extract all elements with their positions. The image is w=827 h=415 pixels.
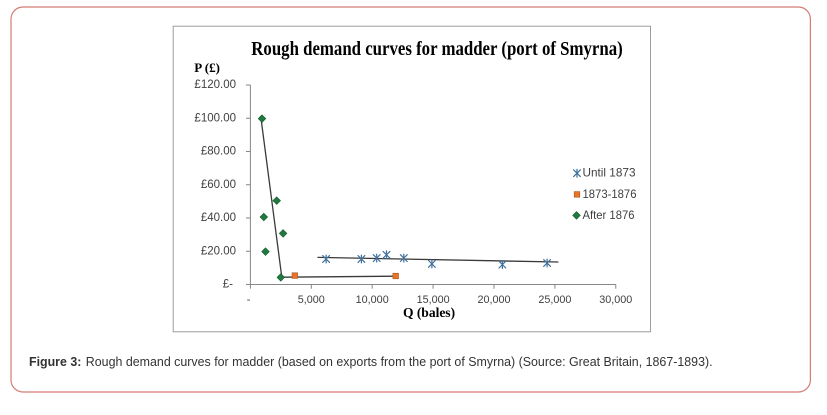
svg-text:-: -: [247, 294, 251, 306]
svg-text:P (£): P (£): [194, 60, 220, 75]
svg-text:£100.00: £100.00: [194, 112, 236, 124]
svg-text:£20.00: £20.00: [201, 245, 236, 257]
svg-text:5,000: 5,000: [298, 294, 325, 306]
svg-text:£-: £-: [223, 279, 233, 291]
svg-text:30,000: 30,000: [599, 294, 632, 306]
svg-text:After 1876: After 1876: [583, 208, 635, 222]
svg-text:25,000: 25,000: [538, 294, 571, 306]
svg-text:Until 1873: Until 1873: [583, 166, 636, 180]
svg-text:£120.00: £120.00: [194, 79, 236, 91]
svg-text:10,000: 10,000: [356, 294, 389, 306]
svg-text:Rough demand curves for madder: Rough demand curves for madder (based on…: [86, 355, 713, 369]
svg-text:Figure 3:: Figure 3:: [29, 355, 81, 369]
svg-text:Q (bales): Q (bales): [403, 305, 455, 320]
svg-text:20,000: 20,000: [477, 294, 510, 306]
svg-text:£80.00: £80.00: [201, 146, 236, 158]
svg-text:£40.00: £40.00: [201, 212, 236, 224]
svg-text:1873-1876: 1873-1876: [583, 187, 637, 201]
svg-text:£60.00: £60.00: [201, 179, 236, 191]
svg-text:15,000: 15,000: [417, 294, 450, 306]
svg-text:Rough demand curves for madder: Rough demand curves for madder (port of …: [251, 39, 622, 60]
